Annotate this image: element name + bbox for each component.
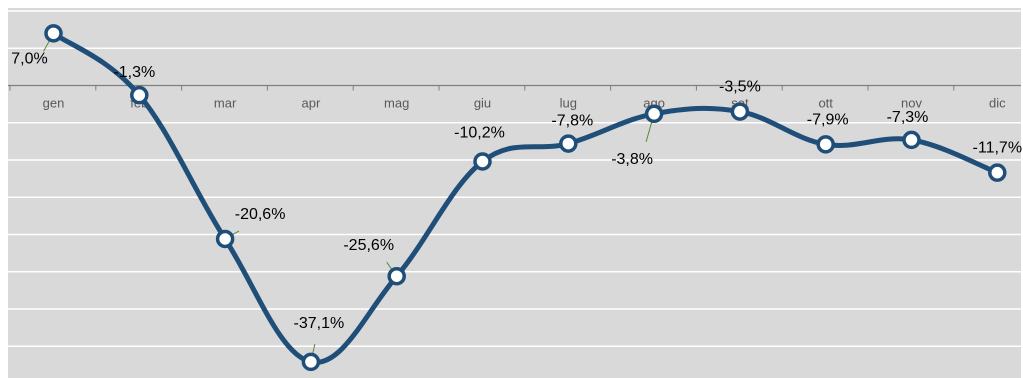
- x-tick-label: lug: [560, 96, 577, 111]
- data-label: -3,5%: [719, 79, 761, 96]
- data-point: [988, 163, 1007, 182]
- data-points: [44, 24, 1007, 372]
- x-tick-label: mag: [384, 96, 409, 111]
- data-point: [730, 102, 750, 121]
- x-tick-label: apr: [302, 96, 321, 111]
- data-label: -10,2%: [454, 124, 505, 141]
- data-point: [559, 134, 578, 153]
- data-point: [301, 352, 321, 372]
- data-point: [644, 104, 664, 124]
- data-labels: 7,0% -1,3% -20,6% -37,1% -25,6% -10,2% -7,8% -3…: [11, 50, 1022, 332]
- data-point: [902, 130, 921, 150]
- data-point: [44, 24, 63, 43]
- data-label: -3,8%: [611, 151, 653, 168]
- gridlines: [8, 10, 1021, 347]
- data-label: -20,6%: [235, 206, 286, 223]
- data-label: -7,3%: [887, 109, 929, 126]
- x-tick-label: dic: [989, 96, 1006, 111]
- data-point: [816, 135, 835, 154]
- data-label: -7,8%: [551, 113, 593, 130]
- data-point: [130, 85, 149, 105]
- x-tick-label: nov: [901, 96, 922, 111]
- data-label: -11,7%: [973, 140, 1023, 157]
- x-tick-label: giu: [474, 96, 491, 111]
- data-label: 7,0%: [11, 50, 47, 67]
- plot-area: [8, 8, 1021, 378]
- x-tick-label: ott: [818, 96, 833, 111]
- data-label: -7,9%: [807, 111, 849, 128]
- x-tick-label: gen: [43, 96, 65, 111]
- data-point: [215, 229, 235, 249]
- data-point: [387, 266, 406, 286]
- data-label: -25,6%: [343, 237, 394, 254]
- data-label: -37,1%: [294, 315, 345, 332]
- data-point: [473, 152, 492, 171]
- data-label: -1,3%: [113, 64, 155, 81]
- x-tick-label: mar: [214, 96, 237, 111]
